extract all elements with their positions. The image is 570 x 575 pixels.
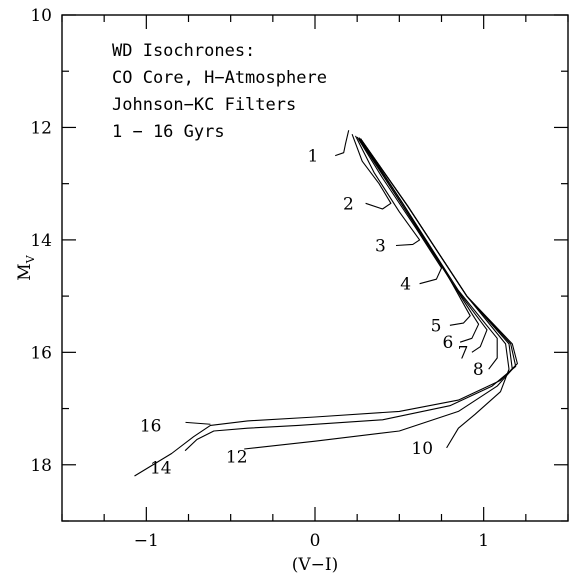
isochrone-12-gyr: [244, 138, 513, 450]
x-tick-label: 0: [310, 531, 321, 551]
isochrone-label-2: 2: [343, 194, 354, 214]
y-tick-label: 18: [30, 456, 52, 476]
isochrone-6-gyr: [358, 138, 480, 343]
isochrone-label-7: 7: [458, 343, 469, 363]
annotation-line-3: Johnson−KC Filters: [112, 95, 296, 115]
isochrone-8-gyr: [360, 138, 498, 370]
isochrone-1-gyr: [335, 130, 350, 157]
annotation-line-1: WD Isochrones:: [112, 41, 255, 61]
y-tick-label: 14: [30, 231, 52, 251]
isochrone-16-leader: [185, 421, 211, 425]
isochrone-label-1: 1: [308, 147, 319, 167]
y-axis-label: MV: [15, 254, 37, 280]
isochrone-curves: [134, 130, 518, 477]
x-axis-label: (V−I): [292, 555, 339, 575]
y-axis-label-main: M: [15, 263, 35, 280]
isochrone-3-gyr: [355, 135, 421, 247]
x-tick-label: 1: [478, 531, 489, 551]
x-tick-label: −1: [134, 531, 159, 551]
svg-text:MV: MV: [15, 254, 37, 280]
isochrone-2-gyr: [351, 134, 392, 210]
annotation-line-2: CO Core, H−Atmosphere: [112, 68, 327, 88]
y-axis-label-sub: V: [24, 254, 37, 264]
y-tick-label: 12: [30, 118, 52, 138]
curve-label-leaders: [185, 421, 211, 425]
annotation-line-4: 1 − 16 Gyrs: [112, 122, 225, 142]
isochrone-label-12: 12: [226, 447, 248, 467]
isochrone-label-14: 14: [150, 459, 172, 479]
isochrone-4-gyr: [356, 136, 443, 285]
isochrone-label-16: 16: [140, 416, 162, 436]
isochrone-label-10: 10: [411, 439, 433, 459]
y-tick-label: 16: [30, 343, 52, 363]
isochrone-5-gyr: [358, 137, 471, 326]
axis-ticks: [61, 14, 569, 522]
isochrone-label-4: 4: [400, 275, 411, 295]
isochrone-label-5: 5: [431, 316, 442, 336]
isochrone-label-3: 3: [375, 237, 386, 257]
isochrone-16-gyr: [134, 138, 518, 477]
y-tick-label: 10: [30, 6, 52, 26]
annotation-block: WD Isochrones: CO Core, H−Atmosphere Joh…: [112, 41, 327, 142]
isochrone-label-8: 8: [473, 360, 484, 380]
plot-frame: [61, 14, 569, 522]
isochrone-label-6: 6: [442, 333, 453, 353]
